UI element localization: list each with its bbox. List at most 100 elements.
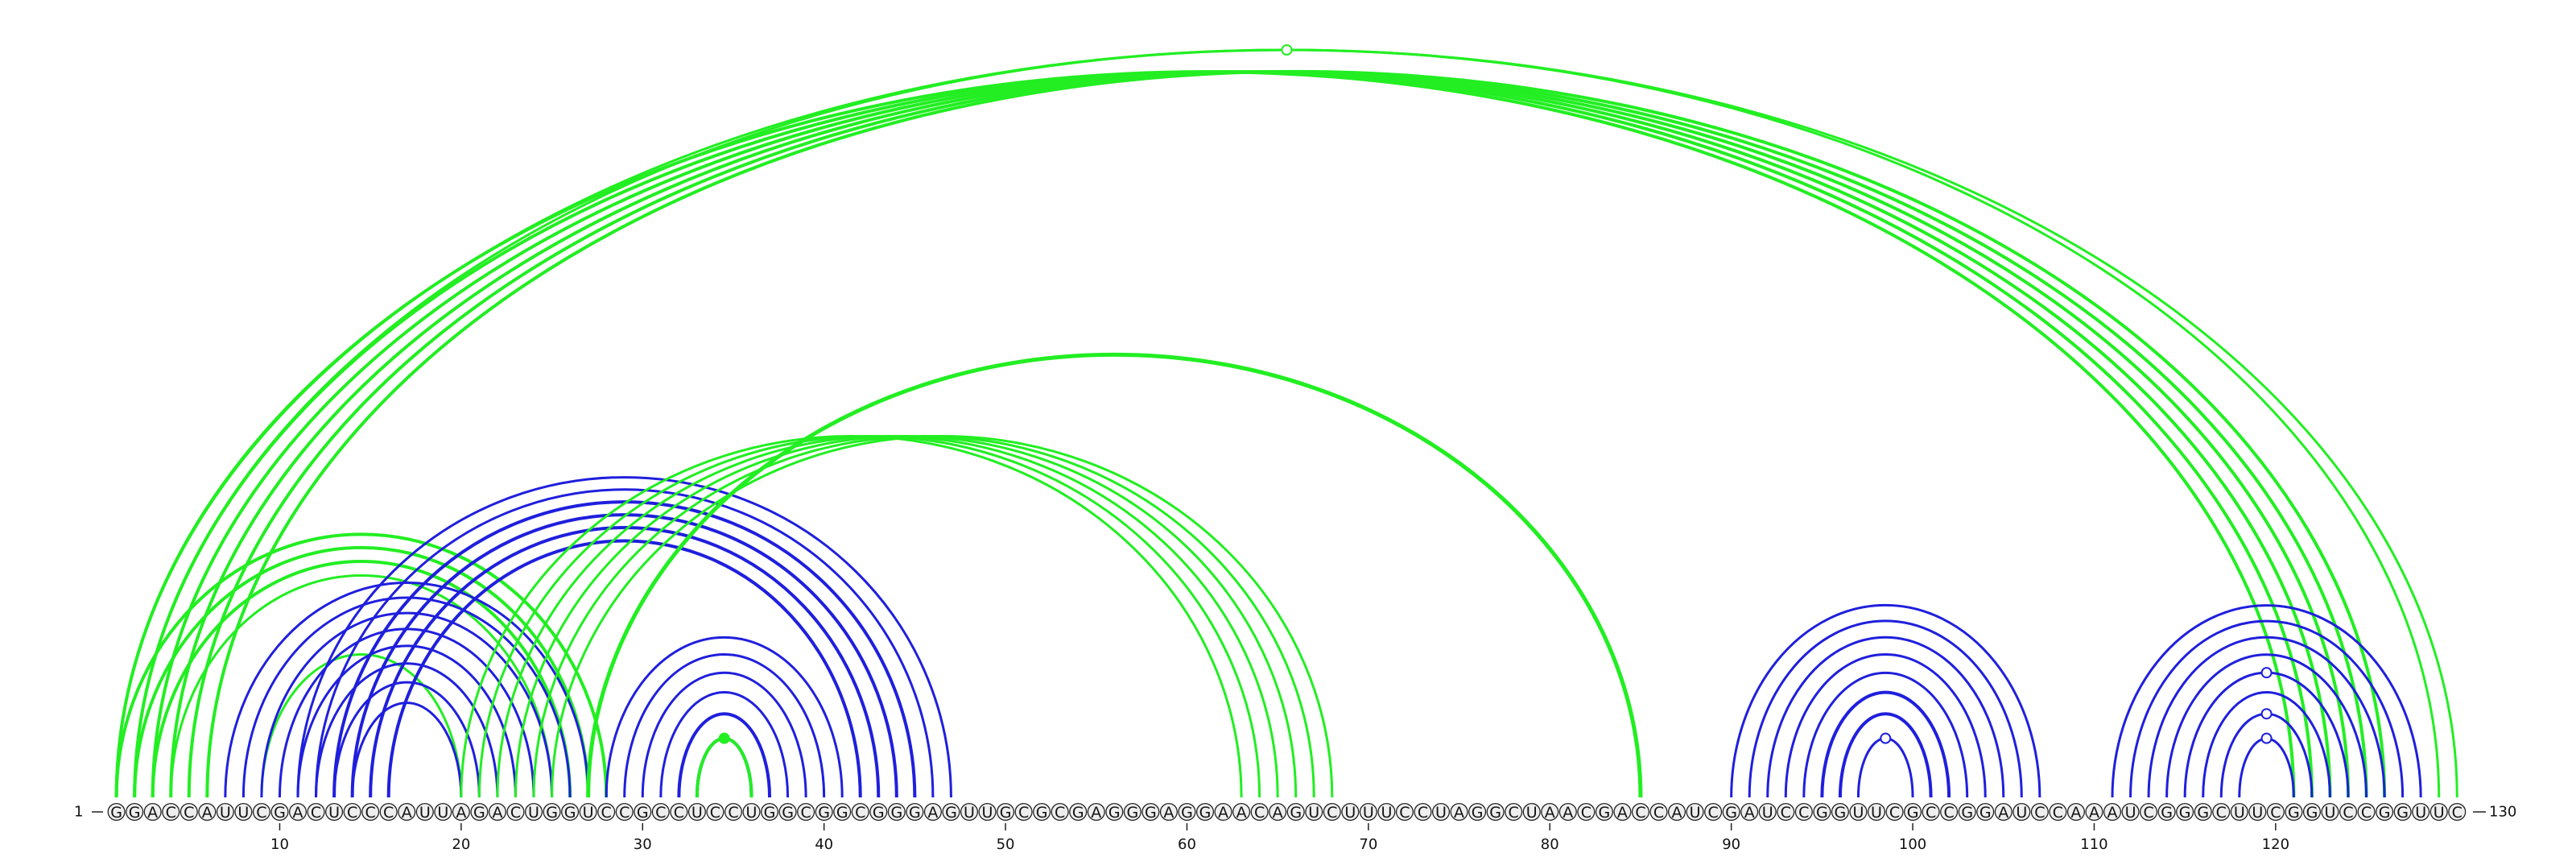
nucleotide-circle — [634, 802, 652, 822]
nucleotide-letter: C — [2143, 804, 2153, 822]
nucleotide: C — [307, 802, 325, 822]
nucleotide: U — [2412, 802, 2430, 822]
nucleotide-letter: G — [2179, 804, 2191, 822]
nucleotide-letter: C — [2343, 804, 2353, 822]
nucleotide-letter: G — [637, 804, 649, 822]
nucleotide-letter: C — [1418, 804, 1428, 822]
nucleotide: U — [978, 802, 997, 822]
nucleotide-circle — [1232, 802, 1251, 822]
arc-markers — [718, 44, 2273, 744]
nucleotide: C — [180, 802, 198, 822]
arc-marker — [2260, 667, 2273, 679]
nucleotide-letter: A — [927, 804, 938, 822]
nucleotide-circle — [923, 802, 942, 822]
nucleotide: G — [2194, 802, 2212, 822]
nucleotide: C — [706, 802, 724, 822]
nucleotide-circle — [1069, 802, 1088, 822]
nucleotide-letter: A — [293, 804, 303, 822]
nucleotide: U — [1305, 802, 1323, 822]
arc-marker — [1281, 44, 1293, 56]
nucleotide-circle — [1722, 802, 1740, 822]
nucleotide-letter: C — [2216, 804, 2227, 822]
nucleotide-circle — [2285, 802, 2303, 822]
nucleotide: G — [1813, 802, 1831, 822]
nucleotide-letter: G — [782, 804, 794, 822]
arc-33-36-blue — [695, 736, 753, 798]
nucleotide: C — [1505, 802, 1523, 822]
nucleotide-letter: G — [1072, 804, 1084, 822]
nucleotide-circle — [815, 802, 833, 822]
nucleotide: G — [1722, 802, 1740, 822]
nucleotide: C — [1940, 802, 1959, 822]
nucleotide-circle — [1341, 802, 1360, 822]
arc-30-39-blue — [641, 671, 807, 798]
nucleotide-letter: C — [800, 804, 811, 822]
nucleotide-letter: G — [2396, 804, 2409, 822]
nucleotide-circle — [1758, 802, 1777, 822]
nucleotide-circle — [2429, 802, 2448, 822]
nucleotide-letter: C — [256, 804, 266, 822]
nucleotide: C — [361, 802, 380, 822]
nucleotide: A — [143, 802, 162, 822]
nucleotide-letter: G — [1599, 804, 1611, 822]
nucleotide-letter: C — [166, 804, 176, 822]
nucleotide-circle — [143, 802, 162, 822]
nucleotide-letter: A — [1091, 804, 1101, 822]
tick-label: 60 — [1178, 836, 1196, 853]
nucleotide: G — [2302, 802, 2321, 822]
nucleotide-circle — [906, 802, 924, 822]
nucleotide-circle — [1486, 802, 1505, 822]
nucleotide-letter: U — [691, 804, 703, 822]
arc-3-26-green — [151, 560, 572, 798]
nucleotide: U — [1758, 802, 1777, 822]
tick-label: 120 — [2262, 836, 2289, 853]
nucleotide-circle — [2140, 802, 2158, 822]
nucleotide-letter: G — [890, 804, 902, 822]
nucleotide: U — [2248, 802, 2267, 822]
arc-28-41-blue — [605, 636, 844, 798]
nucleotide-letter: C — [1327, 804, 1337, 822]
nucleotide: G — [126, 802, 144, 822]
nucleotide-circle — [597, 802, 616, 822]
nucleotide-letter: A — [2070, 804, 2081, 822]
arc-9-20-green — [260, 653, 463, 798]
nucleotide-circle — [561, 802, 580, 822]
nucleotide-circle — [1087, 802, 1105, 822]
nucleotide-circle — [1450, 802, 1468, 822]
nucleotide-circle — [543, 802, 561, 822]
nucleotide-circle — [198, 802, 217, 822]
nucleotide: A — [452, 802, 470, 822]
tick-label: 70 — [1359, 836, 1377, 853]
position-tick: 100 — [1899, 823, 1926, 853]
nucleotide: C — [379, 802, 398, 822]
nucleotide-letter: G — [1126, 804, 1138, 822]
nucleotide-circle — [942, 802, 960, 822]
nucleotide: C — [1922, 802, 1940, 822]
nucleotide-circle — [851, 802, 869, 822]
position-tick: 20 — [452, 823, 470, 853]
nucleotide: A — [1159, 802, 1178, 822]
nucleotide-circle — [2013, 802, 2031, 822]
nucleotide-letter: U — [220, 804, 231, 822]
nucleotide: G — [1195, 802, 1215, 822]
nucleotide: G — [906, 802, 924, 822]
nucleotide-circle — [869, 802, 888, 822]
nucleotide-letter: U — [2125, 804, 2136, 822]
nucleotide-letter: C — [601, 804, 612, 822]
nucleotide-circle — [1867, 802, 1886, 822]
nucleotide-letter: C — [855, 804, 865, 822]
arc-96-101-blue — [1838, 712, 1933, 798]
arc-11-23-blue — [296, 644, 517, 798]
nucleotide-circle — [760, 802, 779, 822]
nucleotide: C — [1395, 802, 1414, 822]
nucleotide: C — [1051, 802, 1069, 822]
nucleotide-circle — [452, 802, 470, 822]
nucleotide: U — [2321, 802, 2339, 822]
nucleotide-letter: A — [147, 804, 158, 822]
nucleotide-circle — [1159, 802, 1178, 822]
arc-16-42-blue — [386, 539, 862, 798]
nucleotide-circle — [1522, 802, 1541, 822]
nucleotide-letter: G — [1725, 804, 1737, 822]
nucleotide-circle — [1994, 802, 2013, 822]
nucleotide-letter: U — [1526, 804, 1538, 822]
